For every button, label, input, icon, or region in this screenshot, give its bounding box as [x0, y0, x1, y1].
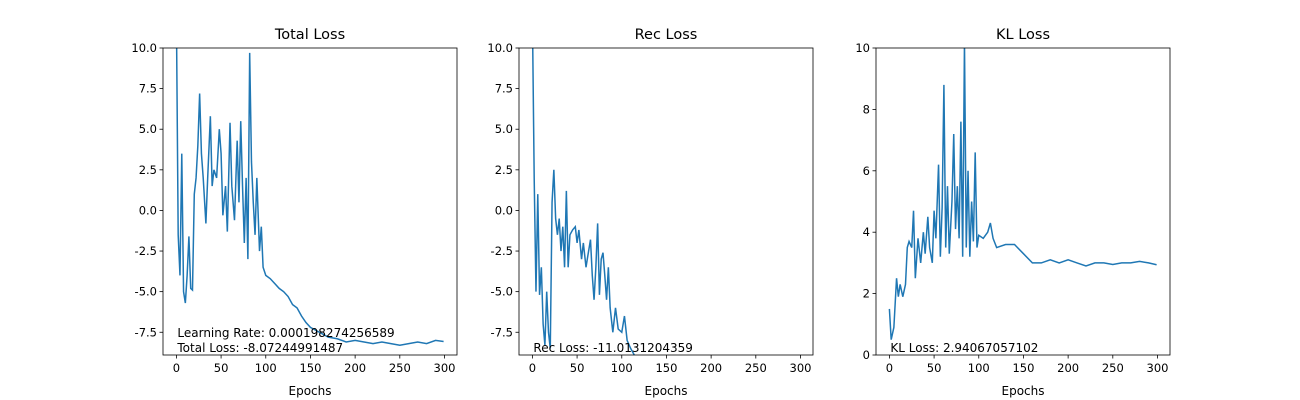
axes-frame: [162, 47, 458, 356]
x-tick-label: 200: [1057, 361, 1079, 375]
x-tick-label: 150: [655, 361, 677, 375]
y-tick-label: 10.0: [487, 41, 513, 55]
x-axis-label: Epochs: [289, 384, 332, 398]
loss-line: [888, 48, 1157, 340]
y-tick-label: 0.0: [495, 203, 513, 217]
annotation: Total Loss: -8.07244991487: [176, 341, 343, 355]
x-tick-label: 300: [434, 361, 456, 375]
x-tick-label: 100: [611, 361, 633, 375]
axes-frame: [875, 47, 1171, 356]
y-tick-label: 10: [855, 41, 870, 55]
x-axis-label: Epochs: [645, 384, 688, 398]
loss-line: [532, 48, 636, 355]
chart-title: Rec Loss: [635, 27, 698, 43]
x-tick-label: 100: [255, 361, 277, 375]
x-axis-label: Epochs: [1002, 384, 1045, 398]
x-tick-label: 250: [745, 361, 767, 375]
x-tick-label: 50: [927, 361, 942, 375]
x-tick-label: 250: [1102, 361, 1124, 375]
y-tick-label: 5.0: [139, 122, 157, 136]
x-tick-label: 250: [389, 361, 411, 375]
y-tick-label: 6: [863, 164, 870, 178]
y-tick-label: 7.5: [495, 82, 513, 96]
x-tick-label: 0: [886, 361, 893, 375]
x-tick-label: 300: [1147, 361, 1169, 375]
x-tick-label: 300: [790, 361, 812, 375]
x-tick-label: 0: [529, 361, 536, 375]
loss-line: [175, 48, 444, 347]
chart-title: Total Loss: [274, 27, 345, 43]
y-tick-label: 8: [863, 102, 870, 116]
annotation: Rec Loss: -11.0131204359: [533, 341, 693, 355]
chart-title: KL Loss: [996, 27, 1050, 43]
x-tick-label: 100: [968, 361, 990, 375]
y-tick-label: 2.5: [495, 163, 513, 177]
x-tick-label: 50: [214, 361, 229, 375]
y-tick-label: -7.5: [135, 325, 157, 339]
y-tick-label: 2.5: [139, 163, 157, 177]
y-tick-label: -2.5: [135, 244, 157, 258]
y-tick-label: -7.5: [491, 325, 513, 339]
x-tick-label: 200: [344, 361, 366, 375]
subplot: Total Loss Epochs 0 50 100 150 200 250 300 -7.5 -5…: [131, 27, 458, 398]
x-tick-label: 0: [173, 361, 180, 375]
y-tick-label: 2: [863, 287, 870, 301]
x-tick-label: 150: [299, 361, 321, 375]
y-tick-label: -2.5: [491, 244, 513, 258]
annotation: Learning Rate: 0.000198274256589: [177, 326, 394, 340]
y-tick-label: 4: [863, 225, 870, 239]
x-tick-label: 200: [700, 361, 722, 375]
axes-frame: [518, 47, 814, 356]
subplot: Rec Loss Epochs 0 50 100 150 200 250 300 -7.5 -5.0…: [487, 27, 814, 398]
y-tick-label: -5.0: [491, 285, 513, 299]
subplot: KL Loss Epochs 0 50 100 150 200 250 300 0 2 4 6 8 10 KL…: [855, 27, 1171, 398]
y-tick-label: 10.0: [131, 41, 157, 55]
annotation: KL Loss: 2.94067057102: [890, 341, 1038, 355]
x-tick-label: 150: [1012, 361, 1034, 375]
x-tick-label: 50: [570, 361, 585, 375]
y-tick-label: 5.0: [495, 122, 513, 136]
y-tick-label: -5.0: [135, 285, 157, 299]
y-tick-label: 0: [863, 348, 870, 362]
y-tick-label: 0.0: [139, 203, 157, 217]
y-tick-label: 7.5: [139, 82, 157, 96]
